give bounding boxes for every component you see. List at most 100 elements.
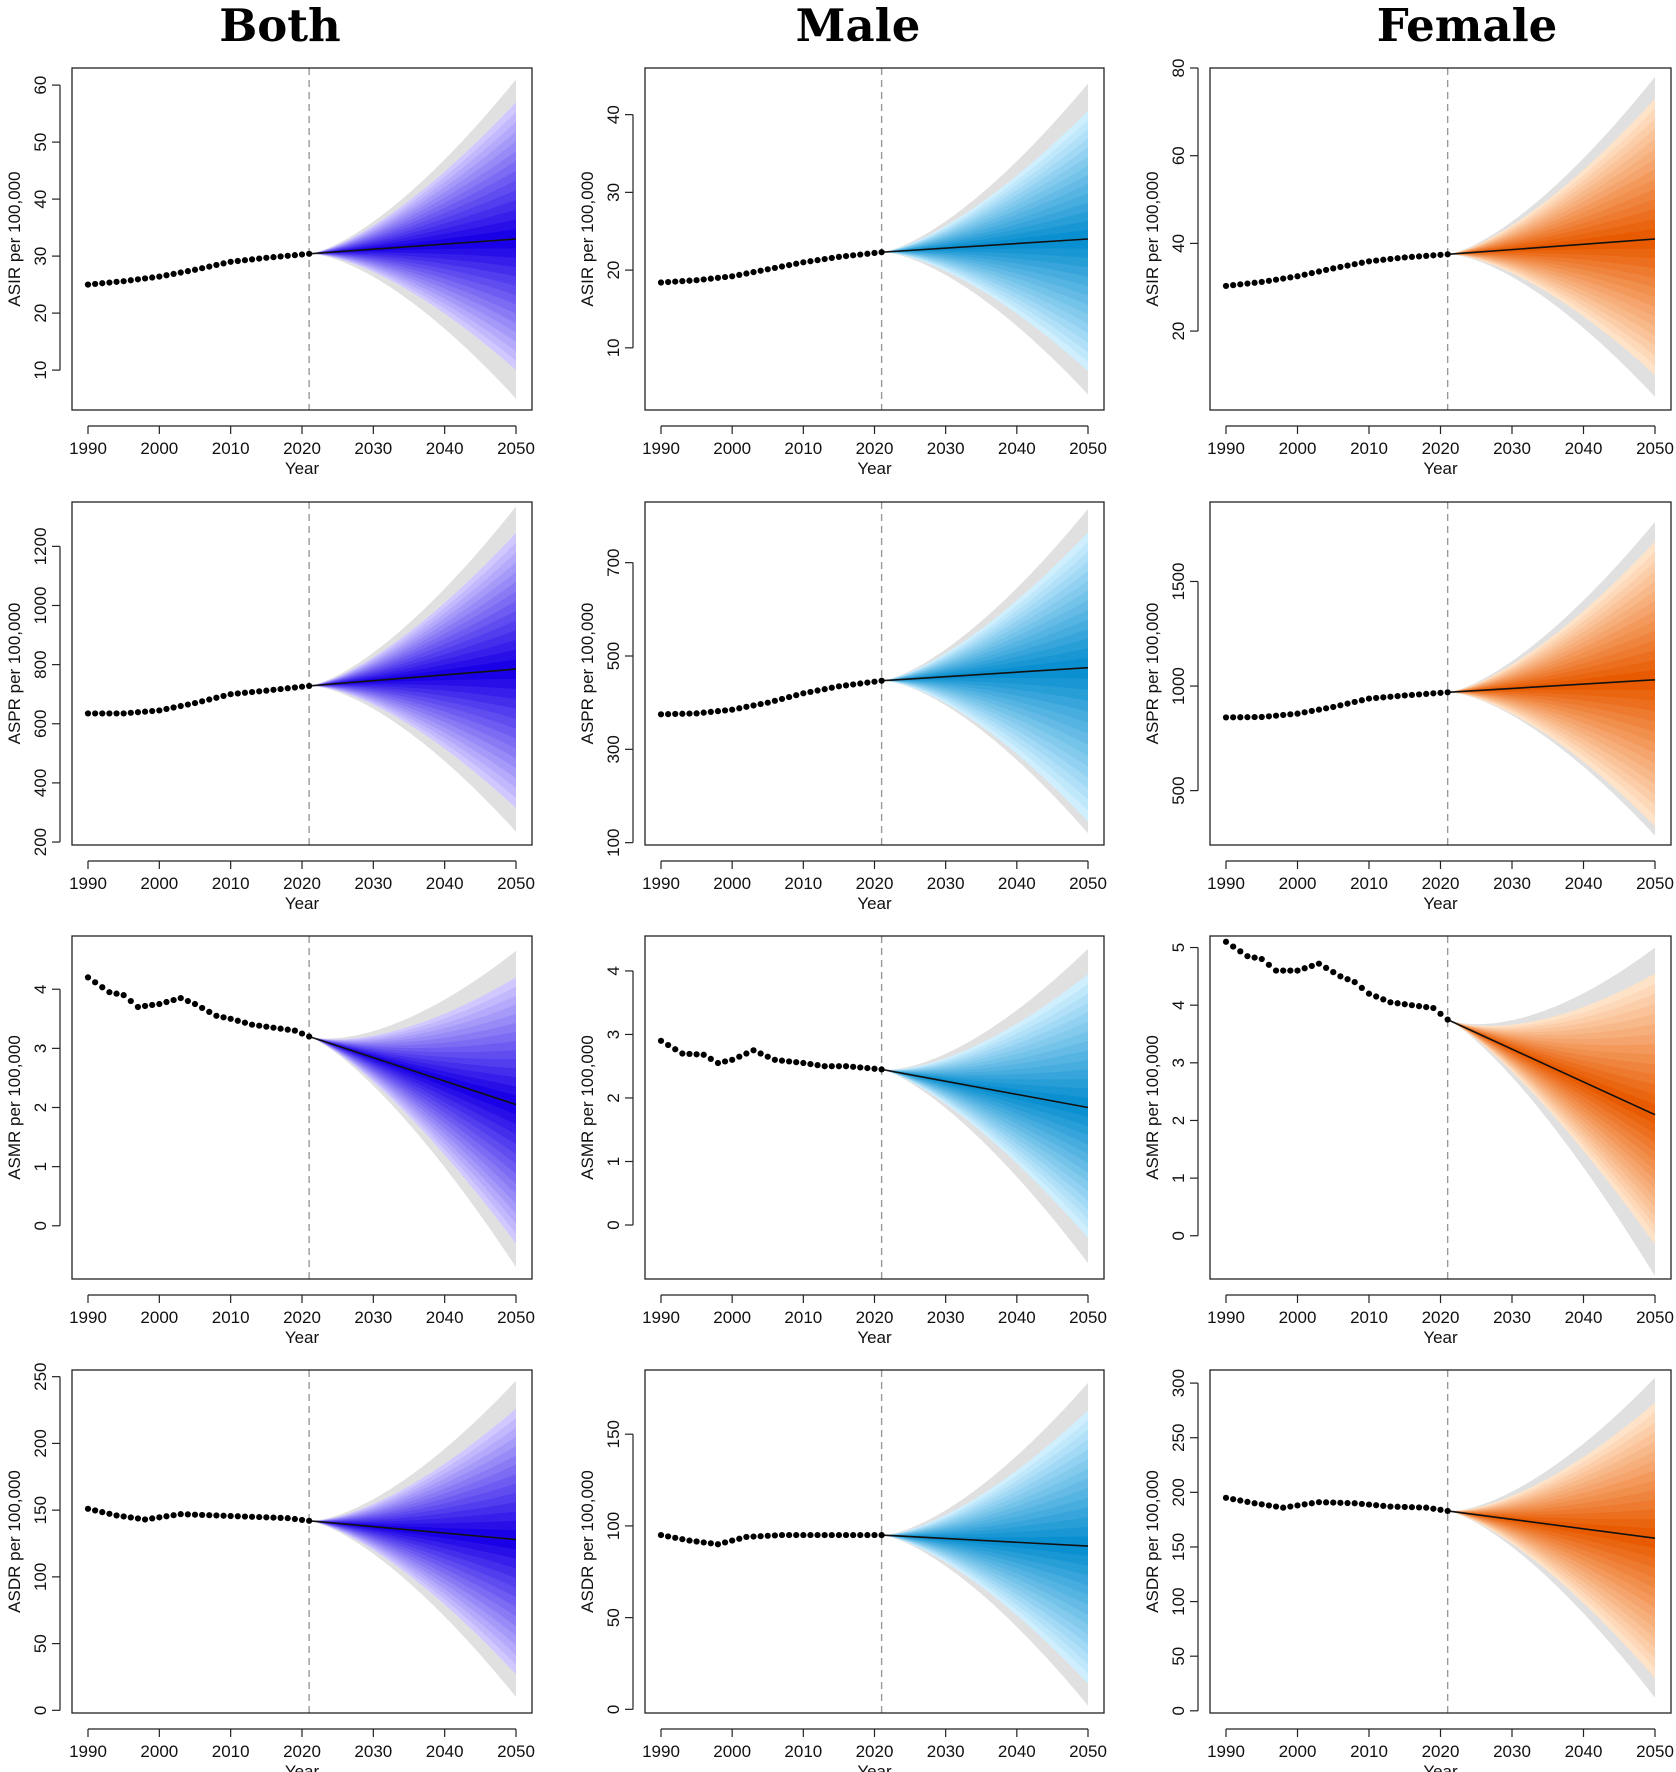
observed-point bbox=[113, 990, 120, 997]
observed-point bbox=[1280, 967, 1287, 974]
observed-point bbox=[686, 1050, 693, 1058]
observed-point bbox=[298, 1030, 306, 1037]
x-tick-label: 2000 bbox=[713, 874, 751, 893]
observed-point bbox=[306, 1033, 313, 1040]
observed-point bbox=[686, 277, 693, 284]
y-tick-label: 30 bbox=[31, 247, 50, 266]
observed-point bbox=[771, 1532, 778, 1539]
x-tick-label: 1990 bbox=[69, 1308, 107, 1327]
x-tick-label: 2000 bbox=[140, 1742, 178, 1761]
observed-point bbox=[92, 979, 99, 986]
x-tick-label: 2000 bbox=[713, 439, 751, 458]
observed-point bbox=[1401, 1001, 1408, 1008]
observed-point bbox=[156, 1000, 163, 1008]
observed-point bbox=[84, 281, 92, 288]
interval-band bbox=[1447, 669, 1655, 693]
observed-point bbox=[729, 1537, 736, 1544]
observed-point bbox=[263, 687, 270, 694]
plot-frame bbox=[644, 501, 1105, 846]
observed-point bbox=[256, 688, 263, 695]
observed-point bbox=[657, 1037, 665, 1044]
observed-point bbox=[778, 1531, 786, 1539]
x-tick-label: 1990 bbox=[642, 1742, 680, 1761]
y-tick-label: 1 bbox=[31, 1162, 50, 1171]
y-axis-label: ASIR per 100,000 bbox=[5, 171, 24, 306]
observed-point bbox=[1344, 700, 1351, 707]
observed-point bbox=[757, 267, 764, 274]
observed-point bbox=[291, 1515, 298, 1523]
observed-point bbox=[878, 1066, 885, 1073]
observed-point bbox=[1337, 702, 1344, 709]
observed-point bbox=[206, 263, 213, 270]
x-tick-label: 2000 bbox=[140, 874, 178, 893]
observed-point bbox=[291, 684, 298, 691]
observed-point bbox=[1365, 695, 1373, 702]
x-tick-label: 2050 bbox=[497, 874, 535, 893]
observed-point bbox=[1315, 706, 1323, 713]
observed-point bbox=[163, 705, 170, 713]
observed-point bbox=[1323, 266, 1330, 274]
observed-point bbox=[1323, 964, 1330, 971]
observed-point bbox=[821, 255, 828, 263]
projection-mean-line bbox=[881, 238, 1089, 254]
observed-point bbox=[786, 693, 793, 701]
observed-point bbox=[170, 1512, 177, 1519]
x-tick-label: 1990 bbox=[1207, 439, 1245, 458]
x-axis-label: Year bbox=[285, 894, 320, 913]
observed-point bbox=[306, 1517, 313, 1524]
observed-point bbox=[191, 266, 199, 273]
x-tick-label: 2030 bbox=[354, 874, 392, 893]
y-tick-label: 20 bbox=[31, 304, 50, 323]
column-title-both: Both bbox=[219, 0, 341, 52]
observed-point bbox=[1394, 1503, 1401, 1510]
observed-point bbox=[241, 257, 249, 264]
observed-point bbox=[750, 1047, 757, 1054]
observed-point bbox=[871, 1531, 878, 1539]
observed-point bbox=[156, 273, 163, 280]
observed-point bbox=[679, 278, 686, 285]
observed-point bbox=[878, 677, 885, 684]
y-tick-label: 200 bbox=[1169, 1478, 1188, 1506]
observed-point bbox=[1373, 993, 1380, 1000]
observed-point bbox=[241, 1019, 249, 1026]
observed-point bbox=[878, 1531, 885, 1539]
y-tick-label: 3 bbox=[1169, 1058, 1188, 1067]
observed-point bbox=[234, 1513, 241, 1520]
y-tick-label: 4 bbox=[31, 984, 50, 993]
observed-point bbox=[141, 1002, 149, 1010]
observed-point bbox=[277, 1514, 284, 1521]
observed-point bbox=[1351, 698, 1358, 706]
y-tick-label: 500 bbox=[1169, 776, 1188, 804]
observed-point bbox=[707, 1055, 714, 1063]
observed-point bbox=[1237, 1497, 1244, 1504]
y-axis-label: ASPR per 100,000 bbox=[578, 603, 597, 745]
x-tick-label: 2010 bbox=[1350, 874, 1388, 893]
panel-female-asmr: 1990 2000 2010 2020 2030 2040 2050 Year 0 1 2 3 4 5 AS… bbox=[1143, 935, 1674, 1347]
x-axis-label: Year bbox=[1423, 459, 1458, 478]
observed-point bbox=[707, 275, 714, 282]
plot-frame bbox=[1209, 1369, 1672, 1714]
observed-point bbox=[1301, 271, 1308, 278]
column-title-male: Male bbox=[795, 0, 921, 52]
x-axis-label: Year bbox=[857, 1762, 892, 1772]
observed-point bbox=[149, 1515, 156, 1522]
x-axis-label: Year bbox=[285, 1328, 320, 1347]
observed-point bbox=[84, 974, 92, 981]
observed-point bbox=[828, 1063, 835, 1070]
observed-point bbox=[99, 1509, 106, 1516]
y-tick-label: 2 bbox=[604, 1093, 623, 1102]
observed-point bbox=[306, 250, 313, 257]
observed-point bbox=[241, 689, 249, 696]
y-tick-label: 4 bbox=[604, 966, 623, 975]
observed-point bbox=[1430, 1004, 1437, 1012]
panel-male-asmr: 1990 2000 2010 2020 2030 2040 2050 Year 0 1 2 3 4 ASM… bbox=[578, 935, 1107, 1347]
observed-point bbox=[828, 684, 835, 691]
x-tick-label: 2040 bbox=[1565, 1308, 1603, 1327]
observed-point bbox=[1423, 1003, 1430, 1011]
x-tick-label: 2050 bbox=[1636, 1742, 1674, 1761]
x-tick-label: 1990 bbox=[642, 439, 680, 458]
observed-point bbox=[1258, 1501, 1265, 1508]
observed-point bbox=[679, 1050, 686, 1057]
observed-point bbox=[750, 269, 757, 276]
